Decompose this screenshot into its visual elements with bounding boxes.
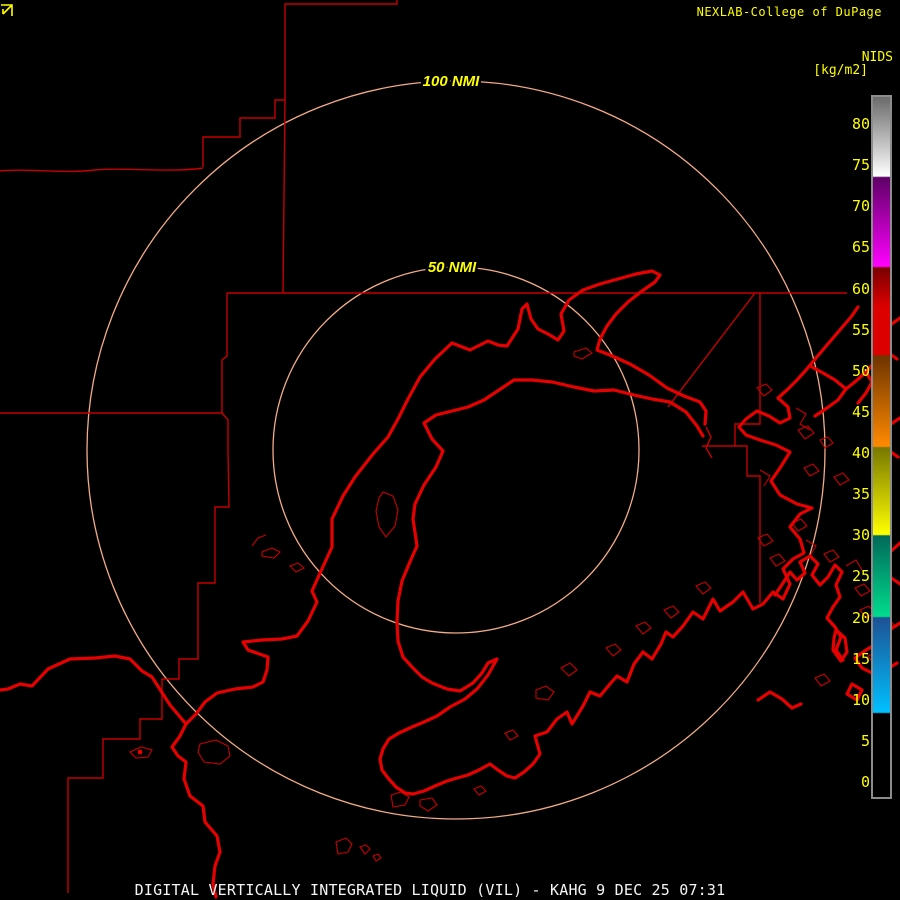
ring-label-100nmi: 100 NMI xyxy=(423,73,481,90)
legend-units-label: [kg/m2] xyxy=(813,63,868,78)
coastline-paths xyxy=(0,269,900,899)
brand-text: NEXLAB-College of DuPage xyxy=(696,5,882,19)
cod-flag-icon xyxy=(1,4,13,16)
county-boundary-paths xyxy=(0,0,847,893)
ring-label-50nmi: 50 NMI xyxy=(428,259,477,276)
legend-product-label: NIDS xyxy=(861,50,893,65)
range-ring-50nmi xyxy=(272,266,640,634)
product-caption: DIGITAL VERTICALLY INTEGRATED LIQUID (VI… xyxy=(134,881,726,899)
legend-colorbar xyxy=(871,95,892,799)
island-outlines xyxy=(129,347,895,862)
range-ring-100nmi xyxy=(86,80,826,820)
